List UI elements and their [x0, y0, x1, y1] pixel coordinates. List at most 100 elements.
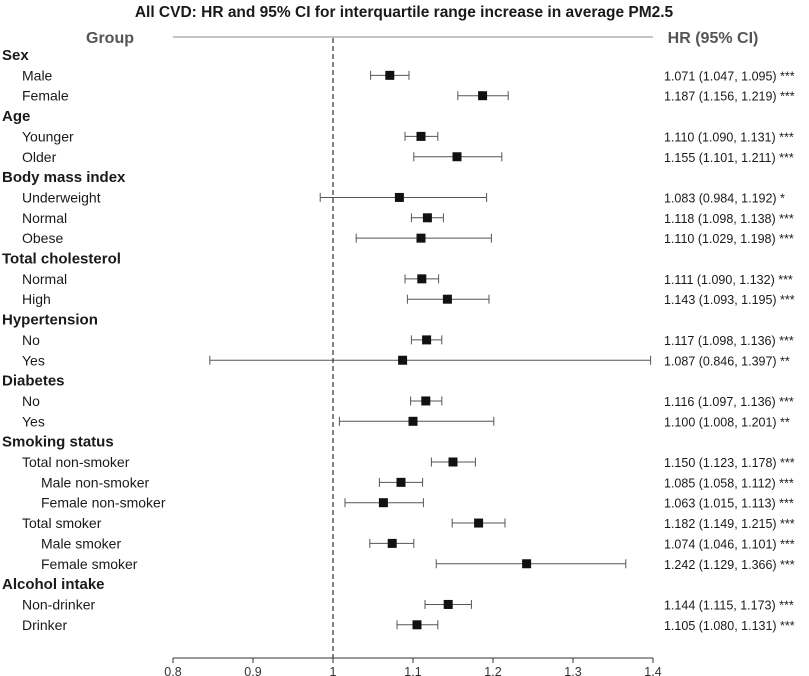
ci-mark-normal	[410, 213, 444, 223]
hr-point	[442, 294, 452, 304]
hr-value-older: 1.155 (1.101, 1.211) ***	[664, 151, 794, 165]
hr-value-male-non-smoker: 1.085 (1.058, 1.112) ***	[664, 476, 794, 490]
x-tick-label: 1.1	[404, 665, 421, 676]
hr-point	[448, 457, 458, 467]
hr-value-yes: 1.100 (1.008, 1.201) **	[664, 415, 790, 429]
group-column-header: Group	[86, 30, 134, 47]
hr-value-female-smoker: 1.242 (1.129, 1.366) ***	[664, 558, 795, 572]
hr-point	[378, 498, 388, 508]
row-label-female: Female	[22, 88, 69, 104]
hr-point	[422, 335, 432, 345]
group-header-total-cholesterol: Total cholesterol	[2, 251, 121, 268]
x-tick-label: 1	[330, 665, 337, 676]
row-label-female-smoker: Female smoker	[41, 556, 138, 572]
hr-point	[422, 213, 432, 223]
hr-point	[398, 355, 408, 365]
row-label-normal: Normal	[22, 271, 67, 287]
ci-mark-high	[406, 294, 490, 304]
hr-point	[478, 91, 488, 101]
group-header-age: Age	[2, 108, 30, 125]
hr-value-total-smoker: 1.182 (1.149, 1.215) ***	[664, 517, 795, 531]
hr-value-normal: 1.118 (1.098, 1.138) ***	[664, 212, 794, 226]
ci-mark-female-smoker	[435, 559, 627, 569]
ci-mark-drinker	[396, 620, 439, 630]
hr-value-no: 1.116 (1.097, 1.136) ***	[664, 395, 794, 409]
group-header-diabetes: Diabetes	[2, 373, 65, 390]
row-label-older: Older	[22, 149, 57, 165]
row-label-male-non-smoker: Male non-smoker	[41, 474, 149, 490]
row-label-no: No	[22, 332, 40, 348]
hr-value-yes: 1.087 (0.846, 1.397) **	[664, 354, 790, 368]
hr-value-no: 1.117 (1.098, 1.136) ***	[664, 334, 794, 348]
hr-point	[416, 131, 426, 141]
hr-point	[452, 152, 462, 162]
x-tick-label: 0.8	[164, 665, 181, 676]
row-label-high: High	[22, 291, 51, 307]
hr-value-non-drinker: 1.144 (1.115, 1.173) ***	[664, 598, 794, 612]
hr-point	[443, 599, 453, 609]
x-tick-label: 1.4	[644, 665, 661, 676]
hr-value-male-smoker: 1.074 (1.046, 1.101) ***	[664, 537, 795, 551]
ci-mark-male	[370, 70, 410, 80]
hr-point	[416, 233, 426, 243]
group-header-sex: Sex	[2, 47, 29, 64]
row-label-normal: Normal	[22, 210, 67, 226]
row-label-total-smoker: Total smoker	[22, 515, 102, 531]
hr-point	[396, 477, 406, 487]
ci-mark-normal	[404, 274, 440, 284]
ci-mark-non-drinker	[424, 599, 472, 609]
row-label-underweight: Underweight	[22, 189, 101, 205]
row-label-total-non-smoker: Total non-smoker	[22, 454, 130, 470]
group-header-body-mass-index: Body mass index	[2, 169, 126, 186]
hr-point	[394, 192, 404, 202]
hr-point	[421, 396, 431, 406]
ci-mark-total-non-smoker	[430, 457, 476, 467]
ci-mark-no	[410, 396, 443, 406]
ci-mark-younger	[404, 131, 439, 141]
group-header-smoking-status: Smoking status	[2, 434, 114, 451]
hr-value-female-non-smoker: 1.063 (1.015, 1.113) ***	[664, 497, 794, 511]
hr-point	[408, 416, 418, 426]
x-tick-label: 1.2	[484, 665, 501, 676]
row-label-no: No	[22, 393, 40, 409]
chart-title: All CVD: HR and 95% CI for interquartile…	[135, 4, 674, 21]
row-label-younger: Younger	[22, 128, 74, 144]
ci-mark-obese	[355, 233, 492, 243]
row-label-non-drinker: Non-drinker	[22, 596, 95, 612]
row-label-male-smoker: Male smoker	[41, 535, 121, 551]
row-label-yes: Yes	[22, 352, 45, 368]
hr-point	[387, 538, 397, 548]
ci-mark-female-non-smoker	[344, 498, 424, 508]
hr-point	[412, 620, 422, 630]
hr-point	[417, 274, 427, 284]
hr-value-normal: 1.111 (1.090, 1.132) ***	[664, 273, 793, 287]
hr-point	[522, 559, 532, 569]
group-header-alcohol-intake: Alcohol intake	[2, 576, 105, 593]
hr-column-header: HR (95% CI)	[668, 30, 759, 47]
hr-point	[474, 518, 484, 528]
row-label-male: Male	[22, 67, 53, 83]
row-label-female-non-smoker: Female non-smoker	[41, 495, 166, 511]
group-header-hypertension: Hypertension	[2, 312, 98, 329]
ci-mark-underweight	[319, 192, 488, 202]
hr-value-underweight: 1.083 (0.984, 1.192) *	[664, 191, 785, 205]
row-label-obese: Obese	[22, 230, 63, 246]
hr-value-obese: 1.110 (1.029, 1.198) ***	[664, 232, 794, 246]
hr-value-total-non-smoker: 1.150 (1.123, 1.178) ***	[664, 456, 795, 470]
hr-value-male: 1.071 (1.047, 1.095) ***	[664, 69, 795, 83]
ci-mark-male-smoker	[369, 538, 415, 548]
hr-value-younger: 1.110 (1.090, 1.131) ***	[664, 130, 794, 144]
hr-value-drinker: 1.105 (1.080, 1.131) ***	[664, 619, 795, 633]
ci-mark-no	[410, 335, 443, 345]
x-tick-label: 1.3	[564, 665, 581, 676]
ci-mark-female	[457, 91, 509, 101]
ci-mark-older	[413, 152, 503, 162]
ci-mark-male-non-smoker	[378, 477, 424, 487]
row-label-drinker: Drinker	[22, 617, 67, 633]
x-tick-label: 0.9	[244, 665, 261, 676]
hr-point	[385, 70, 395, 80]
hr-value-female: 1.187 (1.156, 1.219) ***	[664, 90, 795, 104]
row-label-yes: Yes	[22, 413, 45, 429]
ci-mark-yes	[338, 416, 495, 426]
